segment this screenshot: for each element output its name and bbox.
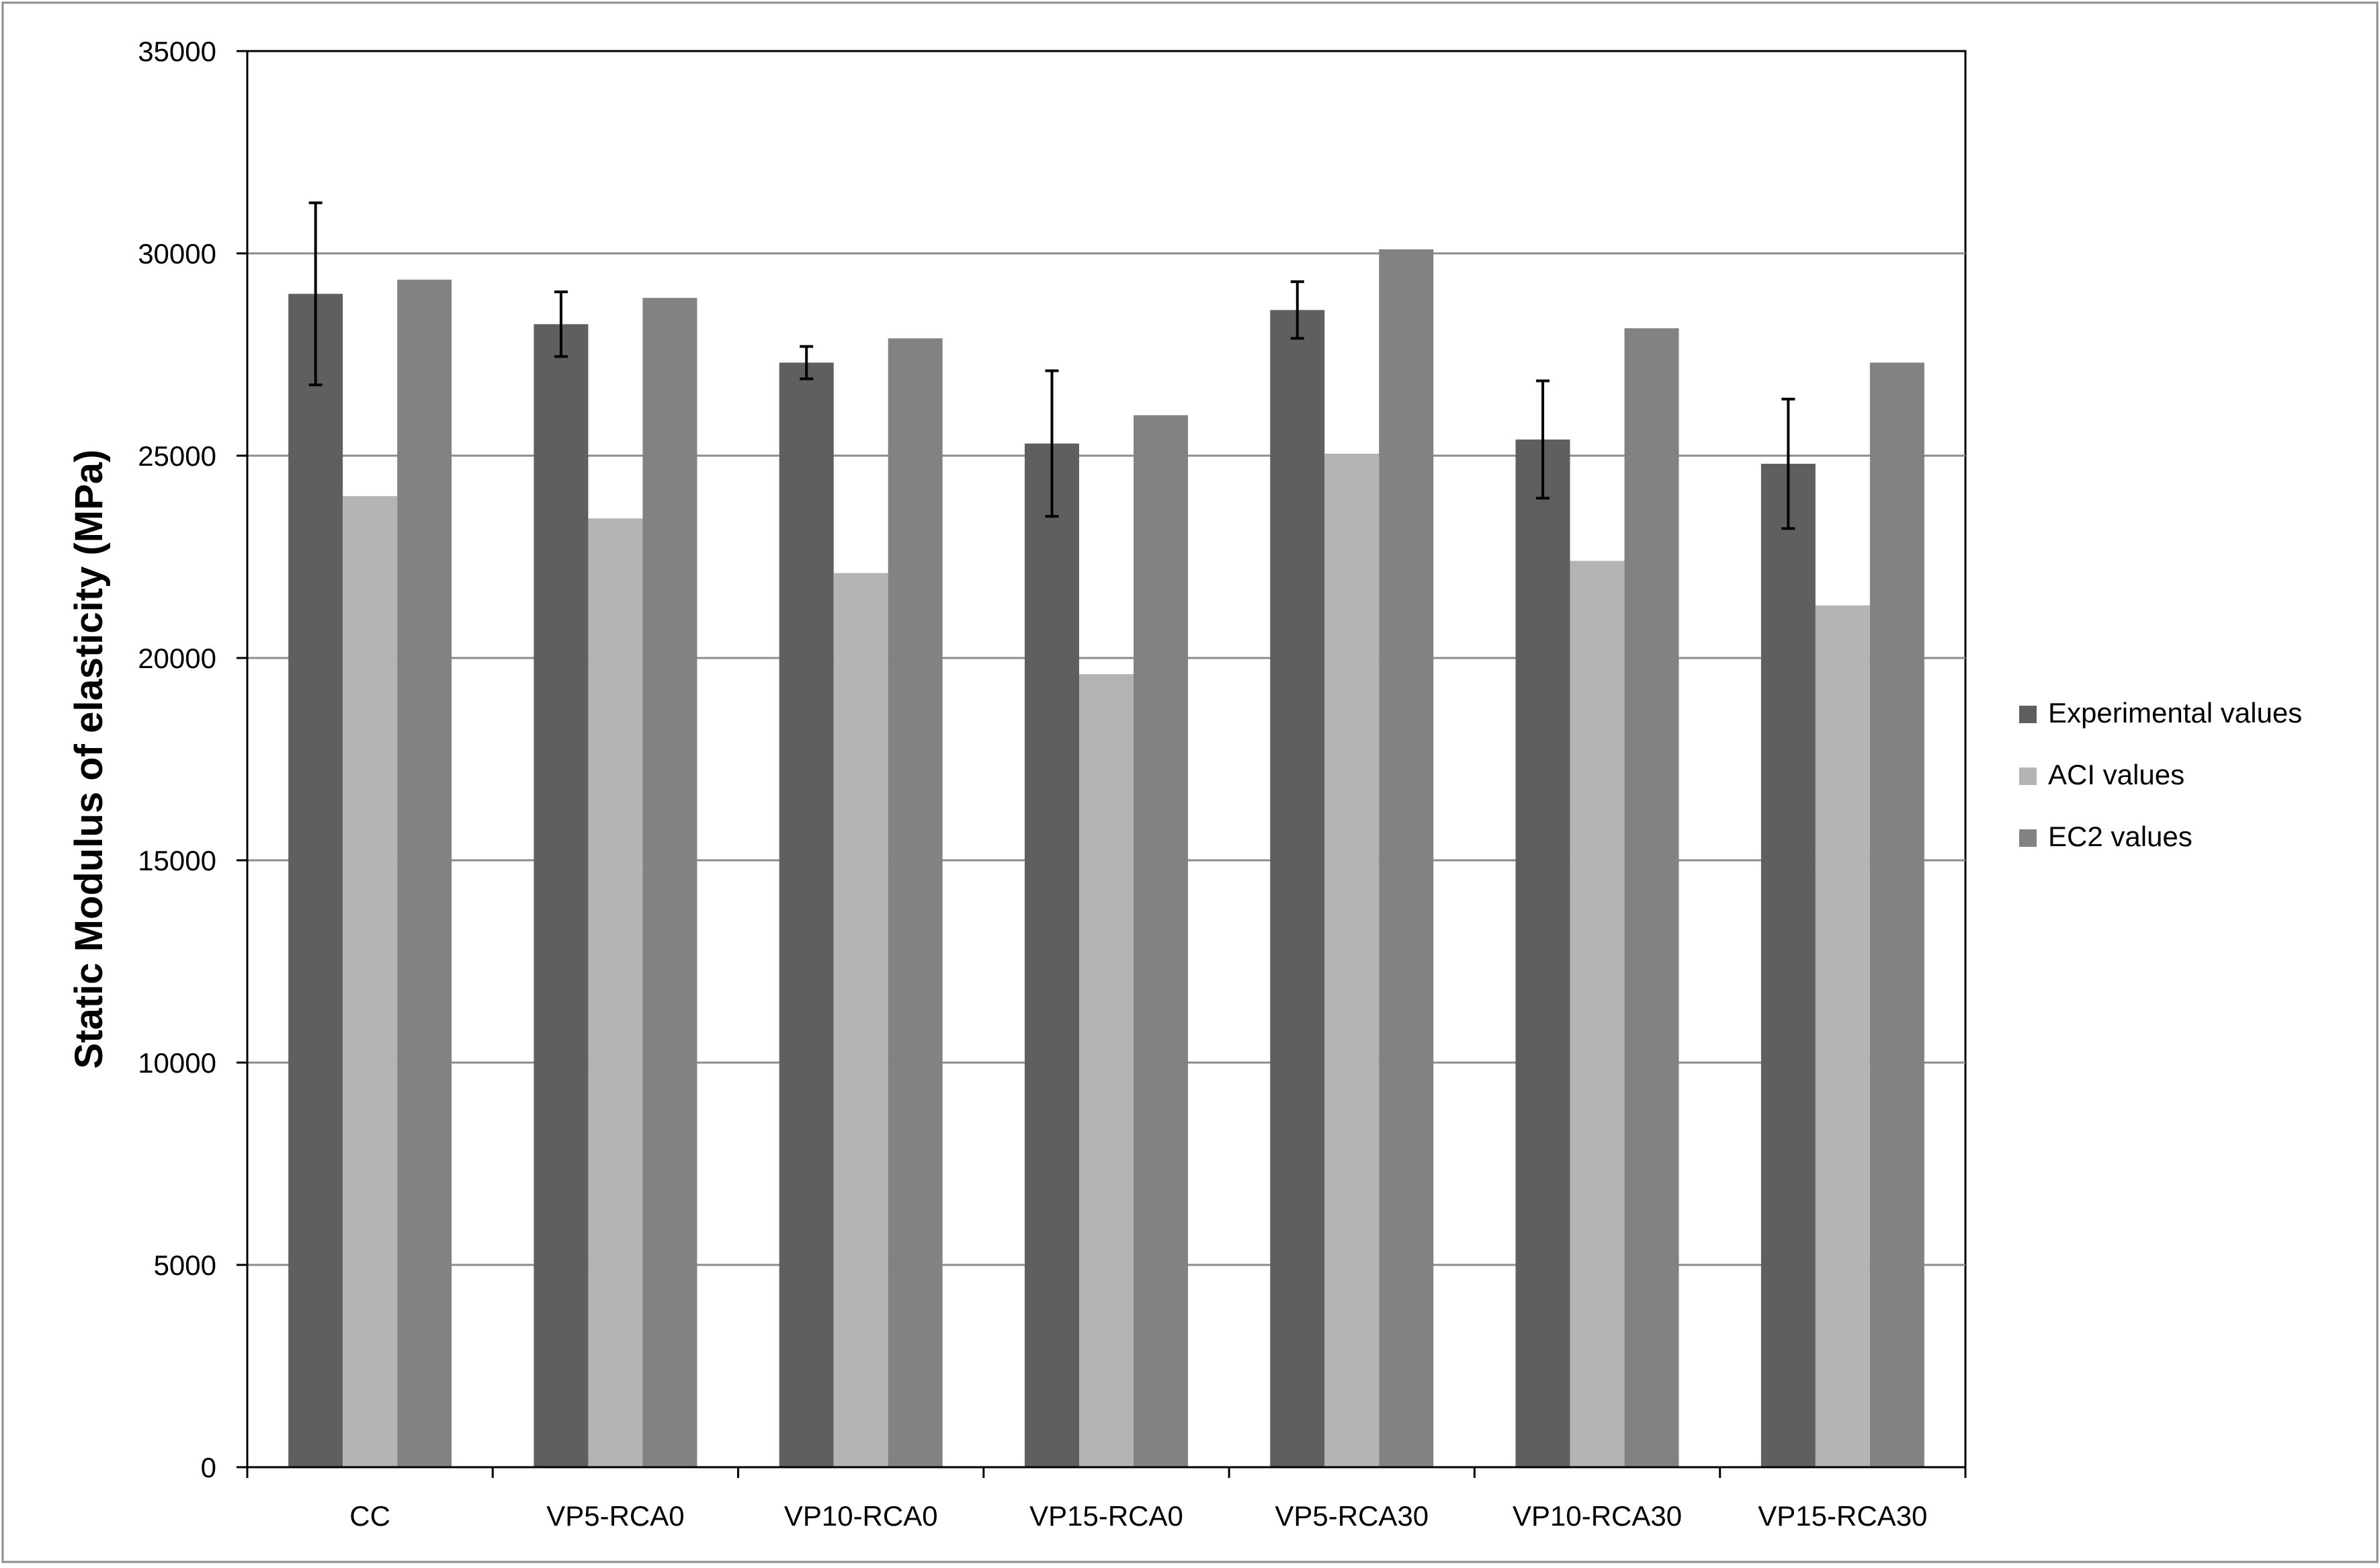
bar [833, 573, 888, 1467]
bar [642, 298, 697, 1468]
y-tick-label: 35000 [138, 36, 216, 67]
bar [1869, 362, 1924, 1467]
x-tick-label: VP15-RCA30 [1758, 1500, 1927, 1532]
legend-label: EC2 values [2048, 821, 2193, 852]
legend-label: ACI values [2048, 759, 2184, 790]
bar [1760, 464, 1816, 1467]
y-tick-label: 0 [201, 1452, 216, 1483]
x-tick-label: VP10-RCA0 [784, 1500, 938, 1532]
bar [1270, 310, 1325, 1467]
bar [343, 496, 398, 1468]
y-tick-label: 25000 [138, 440, 216, 472]
y-tick-label: 30000 [138, 238, 216, 270]
bar [588, 518, 643, 1467]
bar [779, 362, 834, 1467]
bar [1079, 674, 1134, 1467]
bar [1624, 328, 1679, 1467]
y-tick-label: 5000 [154, 1249, 216, 1281]
y-tick-label: 20000 [138, 643, 216, 674]
legend-swatch [2019, 706, 2037, 723]
x-tick-label: CC [349, 1500, 390, 1532]
bar [1324, 453, 1379, 1467]
x-tick-label: VP5-RCA30 [1275, 1500, 1429, 1532]
y-tick-label: 15000 [138, 845, 216, 876]
y-tick-label: 10000 [138, 1047, 216, 1079]
legend-label: Experimental values [2048, 697, 2302, 729]
legend-swatch [2019, 768, 2037, 785]
bar [1379, 249, 1434, 1468]
x-tick-label: VP10-RCA30 [1513, 1500, 1682, 1532]
bar [534, 324, 589, 1468]
x-tick-label: VP15-RCA0 [1029, 1500, 1183, 1532]
bar [1570, 561, 1625, 1467]
x-tick-label: VP5-RCA0 [546, 1500, 684, 1532]
bar [1515, 439, 1570, 1468]
bar [1025, 443, 1079, 1468]
y-axis-label: Static Modulus of elasticity (MPa) [67, 450, 111, 1069]
bar [288, 294, 343, 1468]
legend-swatch [2019, 829, 2037, 847]
bar [888, 338, 943, 1467]
bar [397, 280, 452, 1467]
bar [1815, 605, 1870, 1467]
bar [1134, 415, 1188, 1467]
